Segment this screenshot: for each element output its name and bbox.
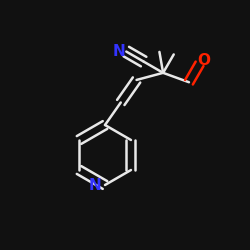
Text: O: O <box>197 52 210 68</box>
Text: N: N <box>88 178 102 192</box>
Text: N: N <box>112 44 125 59</box>
